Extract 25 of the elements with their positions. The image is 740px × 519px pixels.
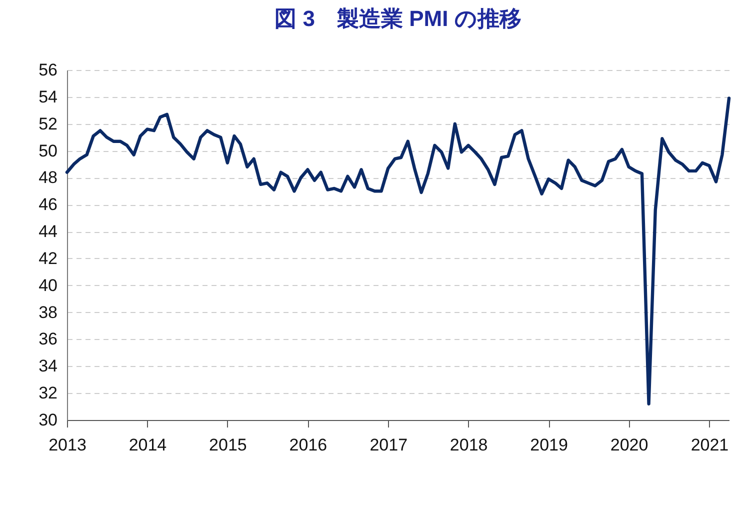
y-tick-label: 40 bbox=[38, 276, 58, 295]
line-series bbox=[65, 96, 731, 406]
y-tick-label: 34 bbox=[38, 356, 58, 376]
y-tick-label: 42 bbox=[38, 248, 58, 268]
x-tick-label: 2018 bbox=[450, 436, 488, 454]
x-tick-label: 2013 bbox=[48, 436, 86, 454]
x-tick-label: 2015 bbox=[209, 436, 247, 454]
y-tick-label: 30 bbox=[38, 410, 58, 430]
y-tick-label: 52 bbox=[38, 114, 58, 134]
x-tick-label: 2020 bbox=[610, 436, 648, 454]
y-tick-label: 32 bbox=[38, 384, 58, 403]
y-tick-label: 48 bbox=[38, 168, 58, 188]
y-tick-label: 46 bbox=[38, 195, 58, 214]
x-tick-label: 2021 bbox=[690, 436, 729, 454]
y-tick-label: 54 bbox=[38, 87, 58, 106]
x-tick-label: 2014 bbox=[128, 436, 167, 454]
x-tick-label: 2016 bbox=[289, 436, 328, 454]
x-tick-label: 2017 bbox=[370, 436, 408, 454]
x-tick-label: 2019 bbox=[530, 436, 568, 454]
y-tick-label: 56 bbox=[38, 60, 58, 80]
y-tick-label: 50 bbox=[38, 141, 58, 160]
chart-title: 図 3 製造業 PMI の推移 bbox=[274, 6, 522, 31]
y-tick-label: 44 bbox=[38, 222, 58, 242]
y-tick-label: 38 bbox=[38, 302, 58, 322]
y-tick-label: 36 bbox=[38, 330, 58, 349]
